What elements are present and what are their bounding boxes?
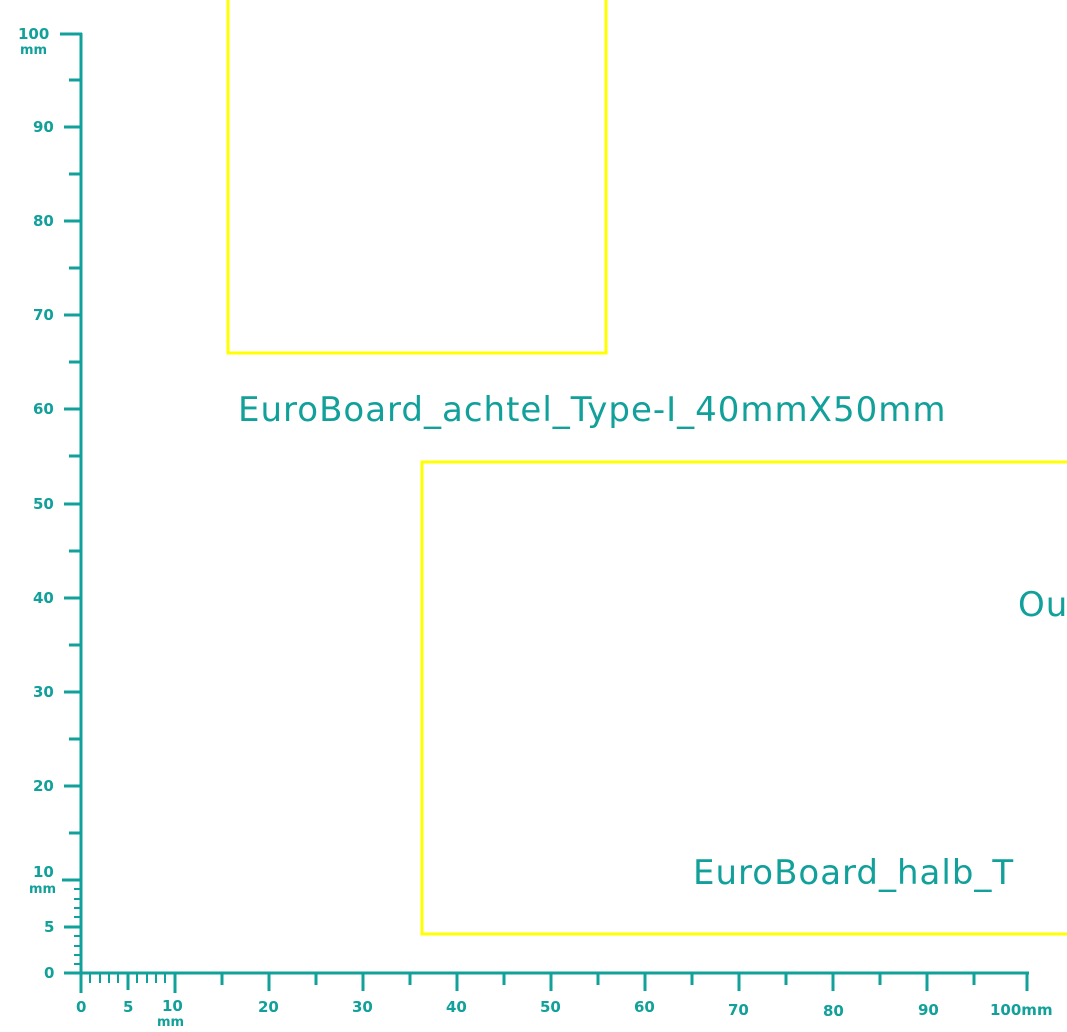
vertical-ruler-top-unit: mm — [20, 43, 47, 58]
horizontal-ruler-fine-value: 10 — [162, 997, 183, 1015]
vertical-ruler-top-value: 100 — [18, 25, 49, 43]
vertical-ruler-fine-ticks — [74, 888, 82, 965]
horizontal-ruler-label-50: 50 — [540, 998, 561, 1016]
board-label-halb: EuroBoard_halb_T — [693, 853, 1014, 893]
horizontal-ruler-label-90: 90 — [918, 1001, 939, 1019]
horizontal-ruler-label-70: 70 — [728, 1001, 749, 1019]
vertical-ruler-label-20: 20 — [33, 777, 54, 795]
horizontal-ruler-label-30: 30 — [352, 998, 373, 1016]
horizontal-ruler-minor-ticks — [220, 973, 976, 985]
horizontal-ruler-fine-unit: mm — [157, 1015, 184, 1030]
horizontal-ruler-label-5: 5 — [123, 998, 133, 1016]
vertical-ruler-label-5: 5 — [44, 918, 54, 936]
board-label-achtel: EuroBoard_achtel_Type-I_40mmX50mm — [238, 390, 946, 430]
vertical-ruler-label-80: 80 — [33, 212, 54, 230]
vertical-ruler-minor-ticks — [69, 78, 82, 835]
horizontal-ruler-label-0: 0 — [76, 998, 86, 1016]
vertical-ruler-fine-value: 10 — [33, 863, 54, 881]
vertical-ruler: 100 mm 90 80 70 60 50 40 30 20 — [18, 25, 83, 982]
board-outline-achtel — [226, 0, 608, 355]
vertical-ruler-label-60: 60 — [33, 400, 54, 418]
horizontal-ruler-label-80: 80 — [823, 1002, 844, 1020]
horizontal-ruler-fine-ticks — [89, 973, 166, 983]
vertical-ruler-label-70: 70 — [33, 306, 54, 324]
vertical-ruler-label-40: 40 — [33, 589, 54, 607]
horizontal-ruler-label-40: 40 — [446, 998, 467, 1016]
horizontal-ruler-end-label: 100mm — [990, 1001, 1053, 1019]
vertical-ruler-label-30: 30 — [33, 683, 54, 701]
vertical-ruler-label-90: 90 — [33, 118, 54, 136]
horizontal-ruler-label-60: 60 — [634, 998, 655, 1016]
vertical-ruler-label-0: 0 — [44, 964, 54, 982]
board-label-right: Ou — [1018, 585, 1067, 625]
vertical-ruler-label-50: 50 — [33, 495, 54, 513]
board-outline-halb — [420, 460, 1067, 936]
vertical-ruler-fine-unit: mm — [29, 882, 56, 897]
horizontal-ruler-label-20: 20 — [258, 998, 279, 1016]
horizontal-ruler: 0 5 10 mm 20 30 — [76, 971, 1053, 1030]
